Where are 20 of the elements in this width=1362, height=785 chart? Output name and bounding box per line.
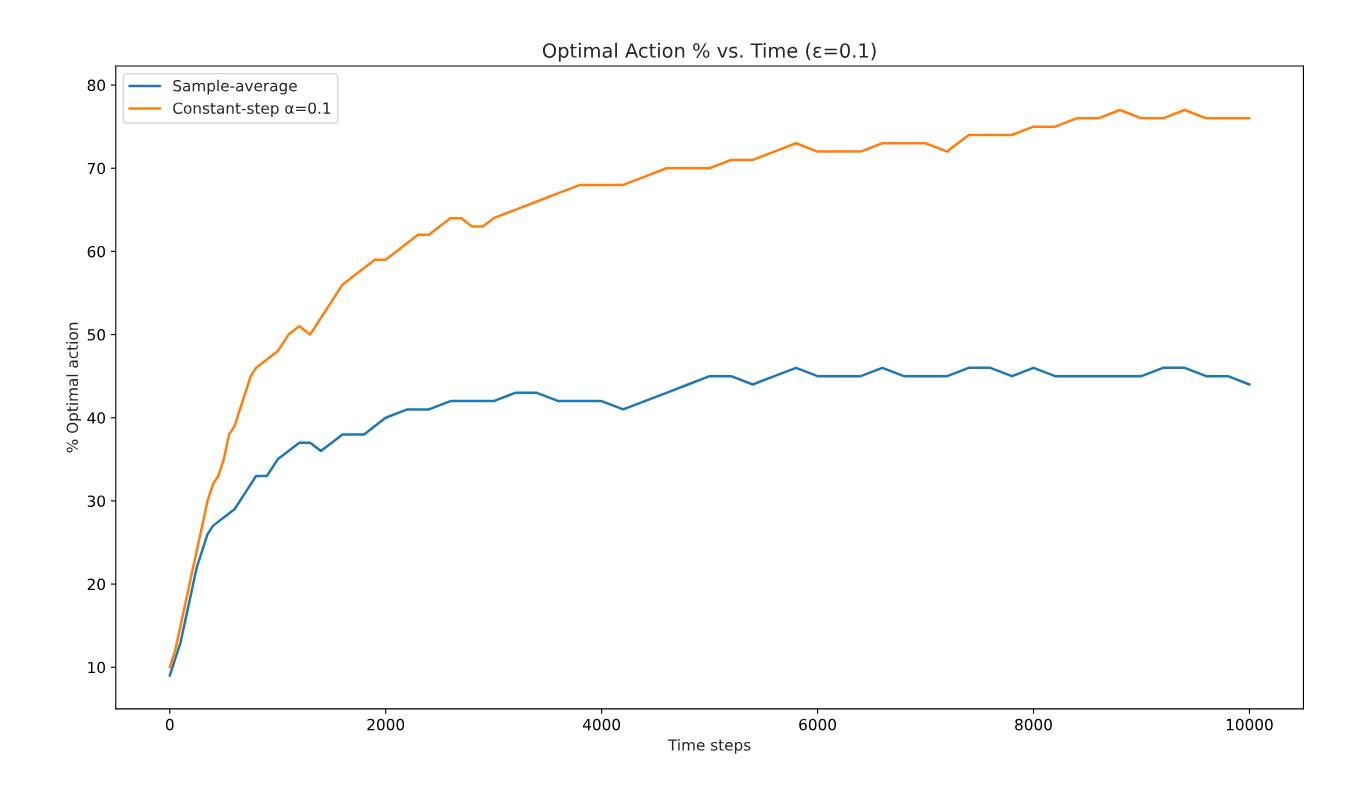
chart-title: Optimal Action % vs. Time (ε=0.1) xyxy=(542,42,876,62)
y-tick-label: 30 xyxy=(87,495,106,507)
legend-label: Sample-average xyxy=(173,79,297,95)
y-tick-label: 20 xyxy=(87,578,106,591)
x-tick-label: 0 xyxy=(165,718,174,731)
x-tick-label: 2000 xyxy=(367,718,405,731)
x-tick-label: 6000 xyxy=(799,718,836,731)
x-axis-title: Time steps xyxy=(667,738,751,754)
y-tick-label: 50 xyxy=(87,329,106,341)
y-tick-label: 70 xyxy=(87,162,106,175)
y-tick-label: 40 xyxy=(87,412,106,424)
y-axis-title: % Optimal action xyxy=(66,322,82,453)
x-tick-label: 8000 xyxy=(1015,718,1052,731)
y-tick-label: 60 xyxy=(87,245,106,258)
x-tick-label: 10000 xyxy=(1226,718,1273,731)
x-tick-label: 4000 xyxy=(582,718,621,731)
y-tick-label: 10 xyxy=(88,661,106,674)
line-series xyxy=(168,366,1251,677)
y-tick-label: 80 xyxy=(87,79,106,92)
legend-label: Constant-step α=0.1 xyxy=(173,102,331,117)
